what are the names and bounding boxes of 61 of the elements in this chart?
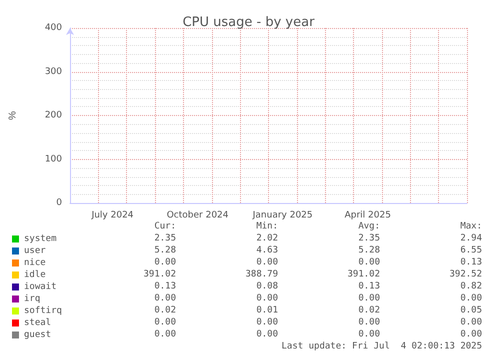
text: Last update: Fri Jul 4 02:00:13 2025	[282, 342, 482, 352]
text: 0.00	[256, 294, 278, 304]
y-axis-title: %	[8, 110, 18, 120]
legend-label: idle	[24, 270, 46, 280]
y-tick-label: 200	[44, 110, 62, 120]
legend-label: steal	[24, 318, 52, 328]
text: 391.02	[347, 270, 380, 280]
text: 0.00	[256, 318, 278, 328]
y-tick-label: 300	[44, 66, 62, 77]
text: 0.02	[154, 306, 176, 316]
text: 0.13	[358, 282, 380, 292]
text: 0.00	[460, 318, 482, 328]
legend-label: system	[24, 234, 57, 244]
legend-label: softirq	[24, 306, 62, 316]
text: 0.00	[256, 330, 278, 340]
text: 0.13	[154, 282, 176, 292]
text: 392.52	[449, 270, 482, 280]
text: 0.00	[154, 258, 176, 268]
text: 0.01	[256, 306, 278, 316]
text: 0.00	[358, 330, 380, 340]
legend-label: irq	[24, 294, 40, 304]
x-tick-label: July 2024	[90, 210, 134, 220]
x-tick-label: April 2025	[344, 210, 391, 220]
text: 0.82	[460, 282, 482, 292]
text: 0.00	[358, 318, 380, 328]
text: 0.00	[154, 294, 176, 304]
y-tick-label: 0	[56, 198, 62, 208]
legend-label: nice	[24, 258, 46, 268]
legend-label: user	[24, 246, 46, 256]
text: 2.35	[358, 234, 380, 244]
text: 2.94	[460, 234, 482, 244]
text: 0.00	[460, 294, 482, 304]
text: 0.00	[154, 330, 176, 340]
text: 0.00	[256, 258, 278, 268]
chart-title: CPU usage - by year	[182, 15, 316, 30]
text: 391.02	[143, 270, 176, 280]
text: 0.02	[358, 306, 380, 316]
text: 0.08	[256, 282, 278, 292]
text: 0.13	[460, 258, 482, 268]
x-tick-label: January 2025	[252, 210, 313, 220]
text: Avg:	[358, 222, 380, 232]
text: Cur:	[154, 222, 176, 232]
text: 0.00	[154, 318, 176, 328]
text: 0.00	[358, 258, 380, 268]
text: 6.55	[460, 246, 482, 256]
text: Max:	[460, 222, 482, 232]
legend-label: iowait	[24, 282, 57, 292]
text: Min:	[256, 222, 278, 232]
text: 0.00	[358, 294, 380, 304]
y-tick-label: 100	[44, 154, 62, 164]
text: 0.05	[460, 306, 482, 316]
text: 2.02	[256, 234, 278, 244]
text: 4.63	[256, 246, 278, 256]
text: 5.28	[154, 246, 176, 256]
legend-label: guest	[24, 330, 52, 340]
text: 388.79	[245, 270, 278, 280]
x-tick-label: October 2024	[166, 210, 229, 220]
text: 5.28	[358, 246, 380, 256]
text: 0.00	[460, 330, 482, 340]
text: 2.35	[154, 234, 176, 244]
y-tick-label: 400	[44, 23, 62, 33]
